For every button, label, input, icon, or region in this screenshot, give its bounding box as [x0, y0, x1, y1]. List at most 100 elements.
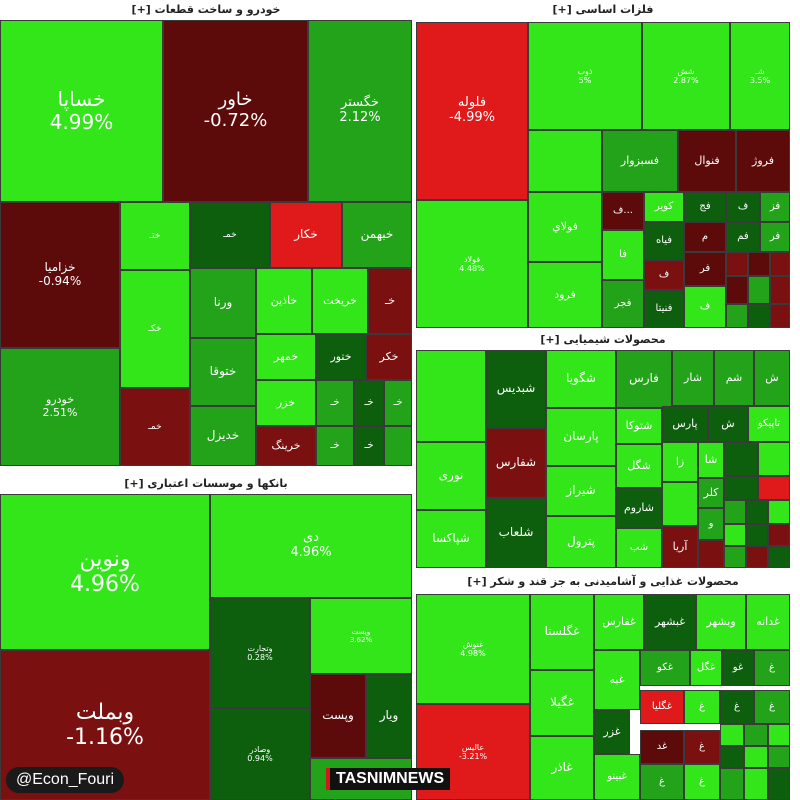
stock-tile-met-27[interactable]: فجر — [602, 280, 644, 328]
stock-tile-auto-6[interactable]: ختـ — [120, 202, 190, 270]
stock-tile-met-21[interactable]: فر — [760, 222, 790, 252]
stock-tile-food-21[interactable]: غ — [720, 690, 754, 724]
stock-tile-chem-14[interactable]: شاروم — [616, 488, 662, 528]
stock-tile-food-9[interactable]: غبينو — [594, 754, 640, 800]
stock-tile-food-27[interactable] — [720, 746, 744, 768]
stock-tile-food-13[interactable]: غد — [640, 730, 684, 764]
panel-title-auto[interactable]: خودرو و ساخت قطعات [+] — [0, 0, 412, 20]
stock-tile-auto-15[interactable]: خاذین — [256, 268, 312, 334]
stock-tile-met-16[interactable]: فز — [760, 192, 790, 222]
stock-tile-auto-4[interactable]: خزامیا -0.94% — [0, 202, 120, 348]
panel-title-chem[interactable]: محصولات شیمیایی [+] — [416, 330, 790, 350]
stock-tile-chem-8[interactable]: پارسان — [546, 408, 616, 466]
stock-tile-food-29[interactable] — [768, 746, 790, 768]
stock-tile-auto-20[interactable]: خكر — [366, 334, 412, 380]
stock-tile-met-32[interactable] — [770, 276, 790, 304]
stock-tile-food-11[interactable]: غكو — [640, 650, 690, 686]
stock-tile-food-24[interactable] — [720, 724, 744, 746]
stock-tile-auto-5[interactable]: خودرو 2.51% — [0, 348, 120, 466]
stock-tile-auto-21[interactable]: خزر — [256, 380, 316, 426]
stock-tile-food-1[interactable]: غنوش 4.98% — [416, 594, 530, 704]
stock-tile-auto-25[interactable]: خرینگ — [256, 426, 316, 466]
stock-tile-food-30[interactable]: غ — [684, 764, 720, 800]
stock-tile-chem-4[interactable]: شبديس — [486, 350, 546, 428]
stock-tile-food-18[interactable]: غو — [722, 650, 754, 686]
stock-tile-food-15[interactable]: وبشهر — [696, 594, 746, 650]
stock-tile-met-12[interactable]: ف... — [602, 192, 644, 230]
stock-tile-auto-2[interactable]: خاور -0.72% — [163, 20, 308, 202]
stock-tile-chem-9[interactable]: شیراز — [546, 466, 616, 516]
stock-tile-bank-4[interactable]: وتجارت 0.28% — [210, 598, 310, 708]
stock-tile-chem-22[interactable]: شا — [698, 442, 724, 478]
stock-tile-chem-27[interactable]: ش — [754, 350, 790, 406]
stock-tile-bank-7[interactable]: وپست — [310, 674, 366, 758]
stock-tile-met-29[interactable]: ف — [684, 286, 726, 328]
stock-tile-chem-13[interactable]: شگل — [616, 444, 662, 488]
stock-tile-food-23[interactable]: غ — [684, 730, 720, 764]
stock-tile-met-10[interactable]: فولاي — [528, 192, 602, 262]
stock-tile-food-19[interactable]: غ — [754, 650, 790, 686]
stock-tile-chem-32[interactable] — [758, 476, 790, 500]
stock-tile-food-7[interactable]: غبه — [594, 650, 640, 710]
stock-tile-met-18[interactable]: فياه — [644, 222, 684, 260]
stock-tile-bank-8[interactable]: ويار — [366, 674, 412, 758]
stock-tile-chem-33[interactable] — [724, 500, 746, 524]
stock-tile-auto-11[interactable]: خبهمن — [342, 202, 412, 268]
stock-tile-auto-28[interactable] — [384, 426, 412, 466]
stock-tile-auto-24[interactable]: خـ — [384, 380, 412, 426]
stock-tile-auto-1[interactable]: خساپا 4.99% — [0, 20, 163, 202]
stock-tile-met-19[interactable]: م — [684, 222, 726, 252]
stock-tile-food-4[interactable]: غگیلا — [530, 670, 594, 736]
stock-tile-auto-7[interactable]: خكـ — [120, 270, 190, 388]
stock-tile-auto-14[interactable]: خدیزل — [190, 406, 256, 466]
stock-tile-food-22[interactable]: غ — [754, 690, 790, 724]
stock-tile-chem-7[interactable]: شگویا — [546, 350, 616, 408]
stock-tile-met-1[interactable]: فلوله -4.99% — [416, 22, 528, 200]
stock-tile-chem-18[interactable]: زا — [662, 442, 698, 482]
stock-tile-food-20[interactable]: غ — [684, 690, 720, 724]
stock-tile-met-15[interactable]: ف — [726, 192, 760, 222]
stock-tile-chem-40[interactable] — [746, 546, 768, 568]
stock-tile-auto-13[interactable]: ختوقا — [190, 338, 256, 406]
stock-tile-chem-28[interactable]: تاپیكو — [748, 406, 790, 442]
stock-tile-met-22[interactable]: ف — [644, 260, 684, 290]
stock-tile-met-30[interactable] — [726, 276, 748, 304]
stock-tile-food-6[interactable]: غفارس — [594, 594, 644, 650]
stock-tile-food-28[interactable] — [744, 746, 768, 768]
stock-tile-auto-10[interactable]: خكار — [270, 202, 342, 268]
stock-tile-chem-29[interactable] — [724, 442, 758, 476]
stock-tile-chem-25[interactable]: و — [698, 508, 724, 540]
stock-tile-chem-24[interactable] — [662, 482, 698, 526]
stock-tile-chem-20[interactable]: شم — [714, 350, 754, 406]
stock-tile-met-33[interactable] — [726, 304, 748, 328]
stock-tile-met-14[interactable]: فج — [684, 192, 726, 222]
stock-tile-met-2[interactable]: ذوب 5% — [528, 22, 642, 130]
stock-tile-auto-26[interactable]: خـ — [316, 426, 354, 466]
stock-tile-food-12[interactable]: غگلیا — [640, 690, 684, 724]
stock-tile-food-25[interactable] — [744, 724, 768, 746]
stock-tile-met-24[interactable] — [726, 252, 748, 276]
stock-tile-auto-22[interactable]: خـ — [316, 380, 354, 426]
stock-tile-met-5[interactable] — [528, 130, 602, 192]
stock-tile-chem-10[interactable]: پترول — [546, 516, 616, 568]
stock-tile-chem-31[interactable] — [724, 476, 758, 500]
panel-title-metals[interactable]: فلزات اساسی [+] — [416, 0, 790, 20]
stock-tile-met-4[interactable]: شـ 3.5% — [730, 22, 790, 130]
stock-tile-met-7[interactable]: فنوال — [678, 130, 736, 192]
stock-tile-auto-18[interactable]: خمهر — [256, 334, 316, 380]
stock-tile-chem-6[interactable]: شلعاب — [486, 498, 546, 568]
stock-tile-auto-16[interactable]: خریخت — [312, 268, 368, 334]
stock-tile-chem-2[interactable]: نوری — [416, 442, 486, 510]
stock-tile-met-35[interactable] — [770, 304, 790, 328]
stock-tile-auto-8[interactable]: خمـ — [120, 388, 190, 466]
stock-tile-bank-6[interactable]: وپست 3.62% — [310, 598, 412, 674]
panel-title-food[interactable]: محصولات غذایی و آشامیدنی به جز قند و شکر… — [416, 572, 790, 592]
stock-tile-chem-15[interactable]: شب — [616, 528, 662, 568]
stock-tile-food-26[interactable] — [768, 724, 790, 746]
stock-tile-met-6[interactable]: فسبزوار — [602, 130, 678, 192]
stock-tile-food-16[interactable]: غدانه — [746, 594, 790, 650]
stock-tile-chem-38[interactable] — [768, 524, 790, 546]
stock-tile-met-26[interactable] — [770, 252, 790, 276]
stock-tile-met-11[interactable]: فرود — [528, 262, 602, 328]
stock-tile-chem-5[interactable]: شفارس — [486, 428, 546, 498]
